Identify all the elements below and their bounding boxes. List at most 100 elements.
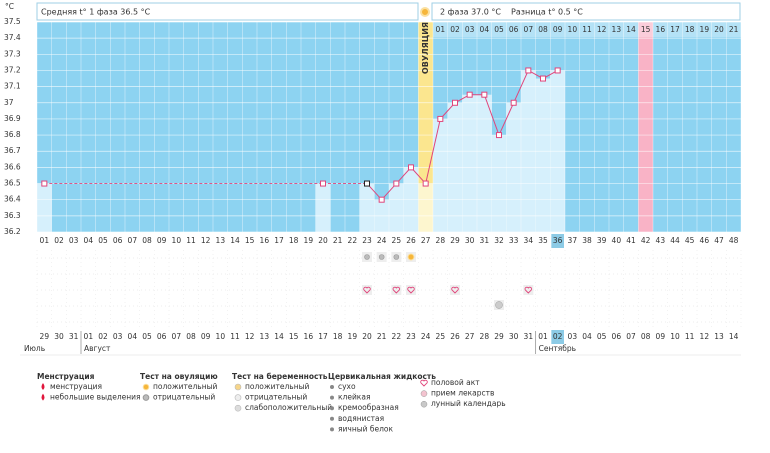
date-label: 09 (201, 332, 211, 341)
phase2-day-label: 13 (612, 25, 622, 34)
x-tick-label: 43 (656, 236, 666, 245)
x-tick-label: 45 (685, 236, 695, 245)
date-label: 05 (597, 332, 607, 341)
date-label: 26 (450, 332, 460, 341)
x-tick-label: 36 (553, 236, 563, 245)
temperature-point (422, 180, 429, 187)
date-label: 09 (656, 332, 666, 341)
y-tick-label: 37 (4, 98, 14, 107)
ovulation-icon (420, 7, 430, 17)
temperature-point (408, 164, 414, 171)
x-tick-label: 06 (113, 236, 123, 245)
legend-icon (420, 379, 428, 387)
x-tick-label: 07 (128, 236, 138, 245)
phase2-day-label: 04 (480, 25, 490, 34)
month-label: Июль (24, 344, 45, 353)
date-label: 27 (465, 332, 475, 341)
x-tick-label: 44 (670, 236, 680, 245)
ovulation-test-negative (393, 254, 400, 260)
x-tick-label: 10 (172, 236, 182, 245)
x-tick-label: 42 (641, 236, 651, 245)
header-box (431, 2, 741, 21)
temperature-bar (535, 78, 551, 233)
temperature-point (320, 180, 326, 187)
x-tick-label: 33 (509, 236, 519, 245)
icon-bg (406, 285, 416, 295)
date-label: 30 (54, 332, 64, 341)
temperature-point (437, 115, 444, 122)
date-label: 12 (245, 332, 255, 341)
x-tick-label: 21 (333, 236, 343, 245)
legend-icon (330, 406, 334, 411)
temperature-point (525, 67, 532, 74)
date-label: 14 (274, 332, 284, 341)
x-tick-label: 47 (714, 236, 724, 245)
date-label: 08 (186, 332, 196, 341)
legend-item: водянистая (338, 414, 384, 423)
phase2-day-label: 21 (729, 25, 739, 34)
temperature-point (540, 75, 546, 82)
legend-item: отрицательный (245, 393, 307, 402)
temperature-bar (389, 183, 404, 232)
date-label: 31 (69, 332, 79, 341)
phase2-day-label: 12 (597, 25, 607, 34)
phase2-day-label: 07 (524, 25, 534, 34)
x-tick-label: 46 (700, 236, 710, 245)
phase2-day-label: 06 (509, 25, 519, 34)
date-label: 06 (612, 332, 622, 341)
date-label: 07 (172, 332, 182, 341)
x-tick-label: 05 (98, 236, 108, 245)
temperature-bar (37, 183, 52, 232)
date-label: 11 (230, 332, 240, 341)
legend-icon (330, 395, 334, 400)
x-tick-label: 41 (626, 236, 636, 245)
y-tick-label: 36.2 (4, 227, 21, 236)
date-label: 07 (626, 332, 636, 341)
phase2-day-label: 18 (685, 25, 695, 34)
phase2-day-label: 01 (436, 25, 446, 34)
icon-bg (391, 285, 402, 295)
top-row (433, 22, 741, 37)
legend-item: прием лекарств (431, 389, 494, 398)
legend-item: сухо (338, 382, 356, 391)
phase2-day-label: 10 (568, 25, 578, 34)
x-tick-label: 30 (465, 236, 475, 245)
date-label: 03 (113, 332, 123, 341)
legend-item: положительный (245, 382, 310, 391)
temperature-bar (418, 183, 433, 232)
legend-item: небольшие выделения (50, 393, 141, 402)
unit-label: °C (5, 2, 14, 11)
x-tick-label: 28 (436, 236, 446, 245)
legend-item: положительный (153, 382, 218, 391)
date-label: 15 (289, 332, 299, 341)
temperature-bar (315, 183, 331, 232)
temperature-point (41, 180, 48, 187)
date-label: 24 (421, 332, 431, 341)
legend-icon (41, 383, 45, 390)
x-tick-label: 40 (612, 236, 622, 245)
date-label: 29 (494, 332, 504, 341)
phase2-day-label: 02 (450, 25, 460, 34)
legend-icon (420, 390, 428, 397)
temperature-point (452, 99, 458, 106)
legend-icon (330, 416, 334, 421)
date-label: 05 (142, 332, 152, 341)
legend-icon (234, 383, 242, 391)
date-label: 01 (84, 332, 94, 341)
x-tick-label: 15 (245, 236, 255, 245)
x-tick-label: 01 (40, 236, 50, 245)
x-tick-label: 20 (318, 236, 328, 245)
today-box (551, 234, 564, 248)
date-label: 03 (568, 332, 578, 341)
y-tick-label: 36.3 (4, 211, 21, 220)
date-label: 12 (700, 332, 710, 341)
phase2-text: 2 фаза 37.0 °C (440, 8, 501, 17)
intercourse-icon (363, 286, 371, 294)
x-tick-label: 14 (230, 236, 240, 245)
x-tick-label: 13 (216, 236, 226, 245)
y-tick-label: 36.9 (4, 114, 21, 123)
date-label: 18 (333, 332, 343, 341)
y-tick-label: 37.1 (4, 82, 21, 91)
x-tick-label: 25 (392, 236, 402, 245)
x-tick-label: 03 (69, 236, 79, 245)
